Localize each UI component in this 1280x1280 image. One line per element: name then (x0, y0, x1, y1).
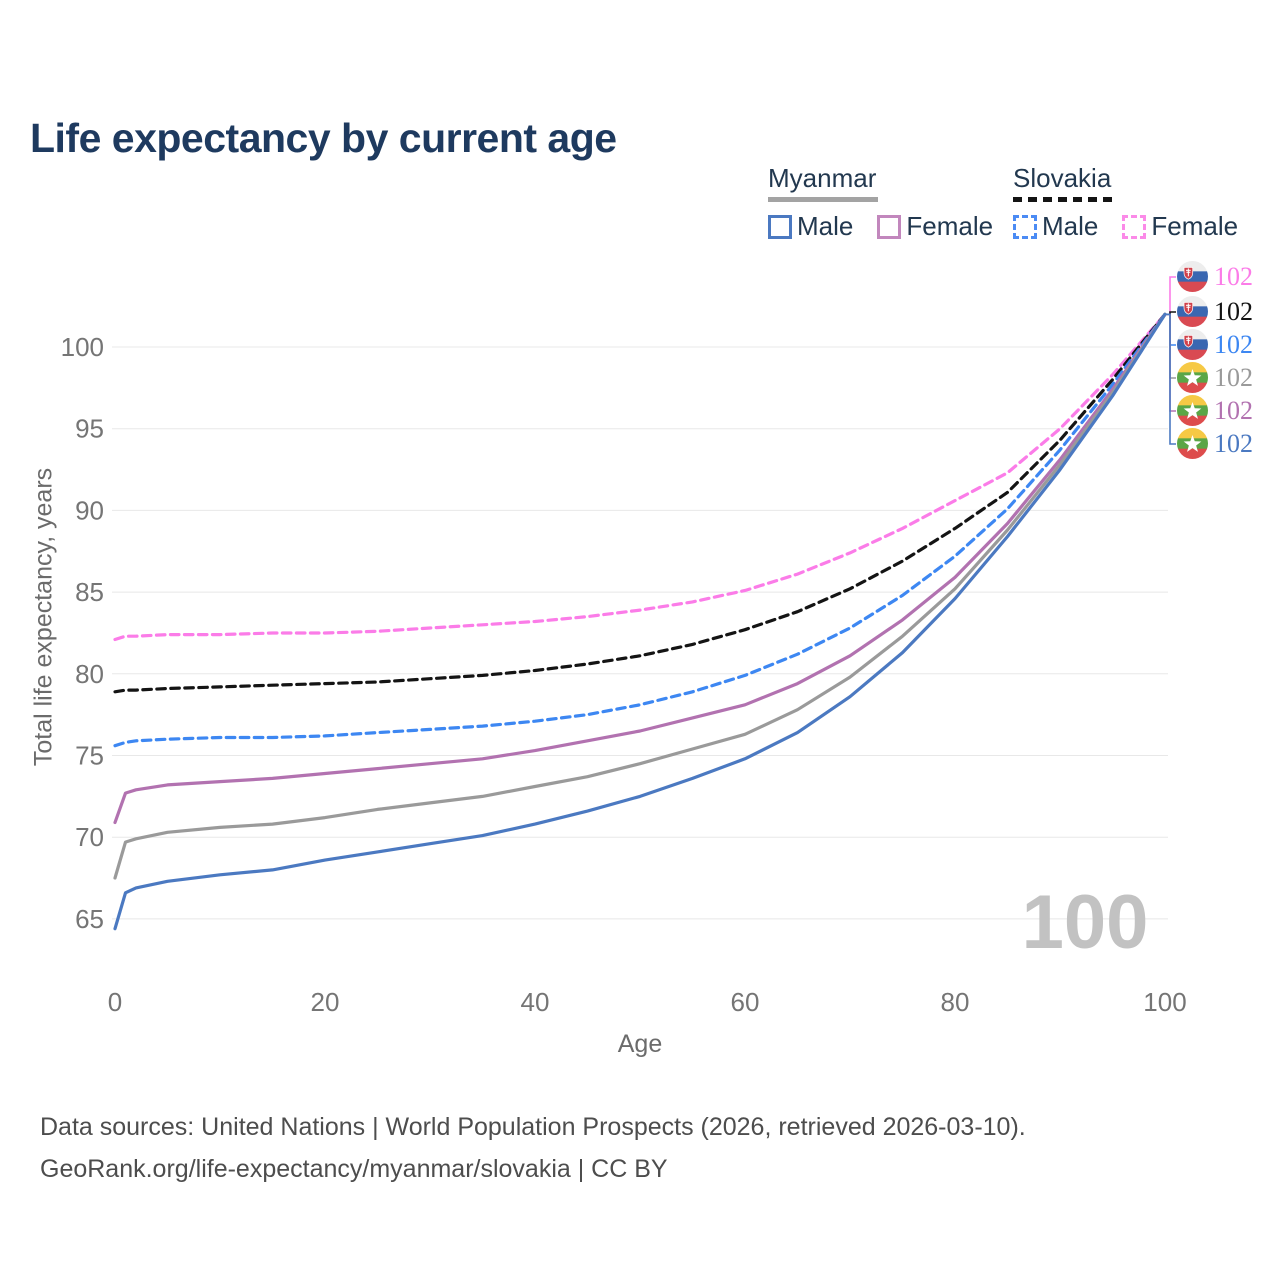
y-tick-label: 80 (75, 659, 104, 689)
x-tick-label: 80 (941, 987, 970, 1017)
legend-label: Female (1151, 211, 1239, 241)
end-label-row: 102 (1177, 329, 1253, 360)
legend-label: Female (906, 211, 994, 241)
end-value-label: 102 (1214, 362, 1253, 392)
legend-label: Male (797, 211, 854, 241)
end-value-label: 102 (1214, 261, 1253, 291)
end-label-row: 102 (1177, 395, 1253, 426)
myanmar-solid-line-swatch (768, 197, 878, 202)
y-tick-label: 90 (75, 495, 104, 525)
x-tick-label: 20 (311, 987, 340, 1017)
end-value-label: 102 (1214, 395, 1253, 425)
slovakia-flag-icon (1177, 261, 1208, 292)
line-myanmar-male[interactable] (113, 312, 1167, 931)
y-axis-title: Total life expectancy, years (29, 467, 58, 767)
slovakia-male-swatch (1013, 214, 1037, 239)
end-value-label: 102 (1214, 296, 1253, 326)
age-watermark: 100 (1022, 880, 1149, 965)
myanmar-flag-icon (1177, 428, 1208, 459)
end-label-row: 102 (1177, 296, 1253, 327)
slovakia-flag-icon (1177, 329, 1208, 360)
legend-country-slovakia: Slovakia (1013, 163, 1112, 193)
y-tick-label: 85 (75, 577, 104, 607)
end-label-row: 102 (1177, 428, 1253, 459)
data-sources-text: Data sources: United Nations | World Pop… (40, 1113, 1026, 1141)
y-tick-label: 70 (75, 822, 104, 852)
legend-item-slovakia-female[interactable]: Female (1122, 211, 1238, 242)
legend-item-slovakia-male[interactable]: Male (1013, 211, 1098, 242)
leader-line (1165, 276, 1176, 316)
x-axis-title: Age (617, 1030, 663, 1058)
legend-label: Male (1042, 211, 1099, 241)
end-value-label: 102 (1214, 428, 1253, 458)
line-slovakia-male[interactable] (113, 312, 1167, 748)
y-tick-label: 65 (75, 904, 104, 934)
myanmar-male-swatch (768, 214, 792, 239)
x-tick-label: 0 (108, 987, 122, 1017)
legend-group-myanmar: Myanmar Male Female (768, 163, 998, 242)
x-tick-label: 40 (521, 987, 550, 1017)
leader-line (1165, 313, 1176, 445)
footer: Data sources: United Nations | World Pop… (40, 1106, 1026, 1190)
line-slovakia-both[interactable] (113, 312, 1167, 694)
y-tick-label: 95 (75, 414, 104, 444)
end-label-row: 102 (1177, 261, 1253, 292)
y-tick-label: 100 (61, 332, 104, 362)
line-slovakia-female[interactable] (113, 312, 1167, 642)
page-title: Life expectancy by current age (30, 115, 617, 162)
slovakia-flag-icon (1177, 296, 1208, 327)
myanmar-flag-icon (1177, 362, 1208, 393)
end-label-row: 102 (1177, 362, 1253, 393)
attribution-text: GeoRank.org/life-expectancy/myanmar/slov… (40, 1155, 668, 1183)
legend-group-slovakia: Slovakia Male Female (1013, 163, 1263, 242)
myanmar-flag-icon (1177, 395, 1208, 426)
line-myanmar-both[interactable] (113, 312, 1167, 880)
end-value-label: 102 (1214, 329, 1253, 359)
slovakia-dashed-line-swatch (1013, 197, 1113, 202)
legend-item-myanmar-female[interactable]: Female (877, 211, 993, 242)
x-tick-label: 60 (731, 987, 760, 1017)
y-tick-label: 75 (75, 741, 104, 771)
slovakia-female-swatch (1122, 214, 1147, 239)
myanmar-female-swatch (877, 214, 902, 239)
line-myanmar-female[interactable] (113, 312, 1167, 825)
x-tick-label: 100 (1143, 987, 1186, 1017)
legend-country-myanmar: Myanmar (768, 163, 877, 193)
legend-item-myanmar-male[interactable]: Male (768, 211, 853, 242)
